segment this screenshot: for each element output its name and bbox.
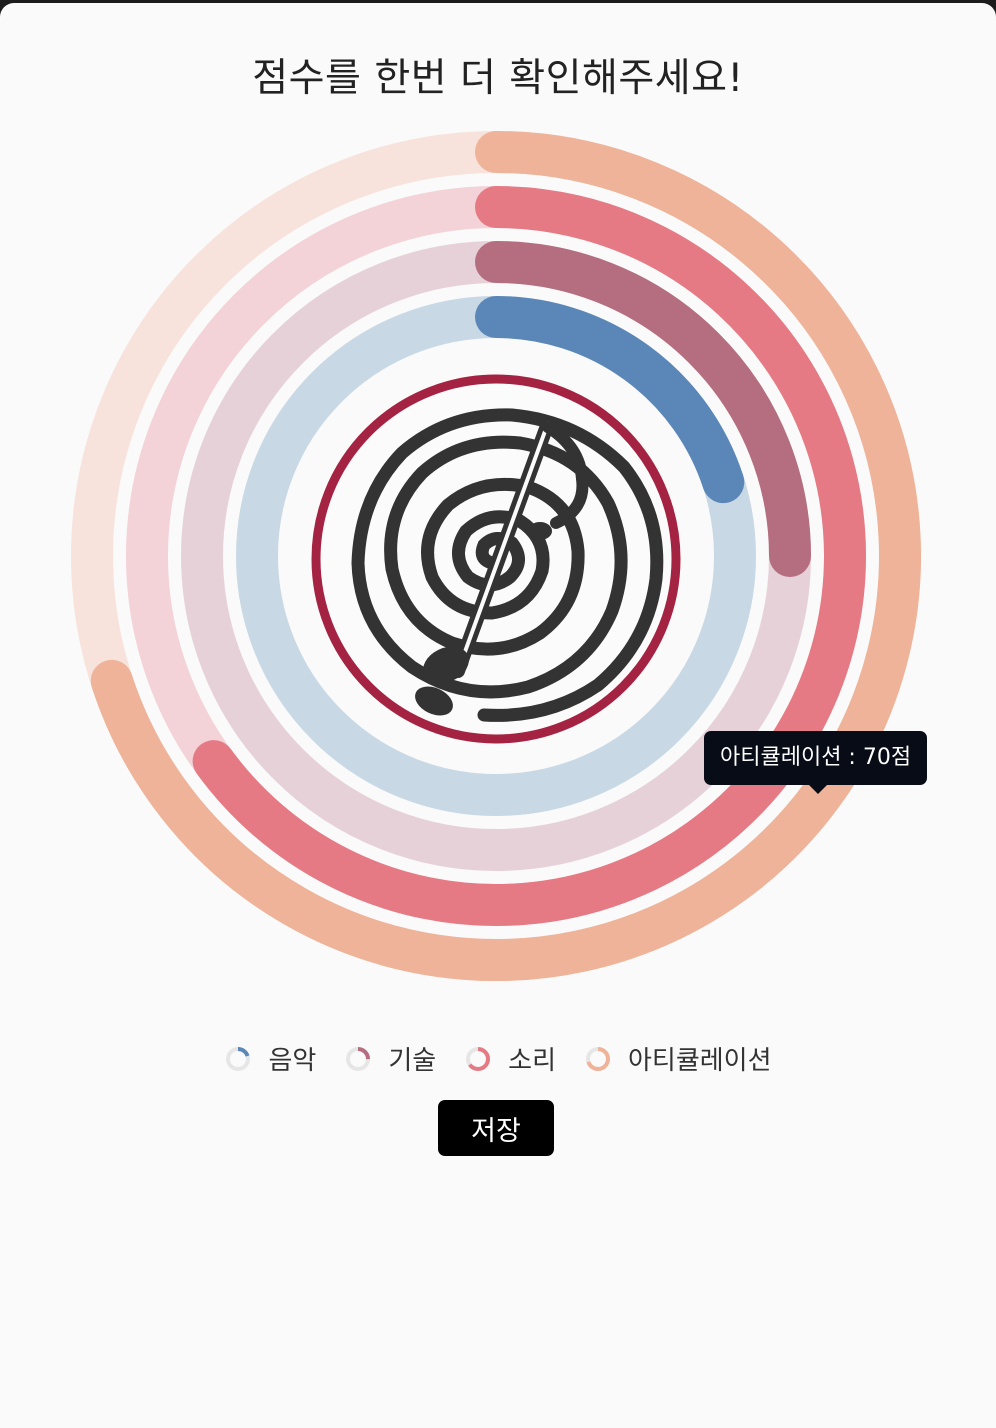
note-head — [423, 646, 469, 684]
legend-marker-icon — [586, 1046, 610, 1071]
legend-item-sound[interactable]: 소리 — [464, 1040, 556, 1077]
legend-marker-icon — [466, 1046, 491, 1071]
radial-bar[interactable] — [475, 296, 745, 504]
note-flag — [542, 421, 589, 529]
legend-label: 소리 — [508, 1046, 556, 1076]
page-title: 점수를 한번 더 확인해주세요! — [252, 56, 744, 101]
legend-marker-icon — [226, 1046, 251, 1071]
tooltip: 아티큘레이션 : 70점 — [704, 731, 928, 794]
legend-label: 음악 — [268, 1046, 317, 1076]
note-stem-highlight — [456, 421, 550, 673]
legend-item-articulation[interactable]: 아티큘레이션 — [584, 1040, 772, 1077]
radial-bar[interactable] — [475, 241, 811, 577]
legend-item-music[interactable]: 음악 — [224, 1040, 316, 1077]
note-dot — [528, 522, 552, 540]
center-logo — [311, 374, 681, 744]
note-tail — [415, 686, 453, 716]
legend-label: 아티큘레이션 — [628, 1046, 772, 1076]
app-screen: 점수를 한번 더 확인해주세요! 아티큘레이션 : 70점 음악 기술 소리 — [0, 3, 996, 1428]
save-button[interactable]: 저장 — [438, 1100, 554, 1156]
chart-legend: 음악 기술 소리 아티큘레이션 — [0, 1040, 996, 1077]
legend-label: 기술 — [388, 1046, 437, 1076]
legend-item-technique[interactable]: 기술 — [344, 1040, 436, 1077]
radial-bar[interactable] — [192, 186, 866, 926]
legend-marker-icon — [346, 1046, 371, 1071]
spiral-icon — [351, 408, 664, 722]
radial-bar-chart — [71, 131, 921, 981]
